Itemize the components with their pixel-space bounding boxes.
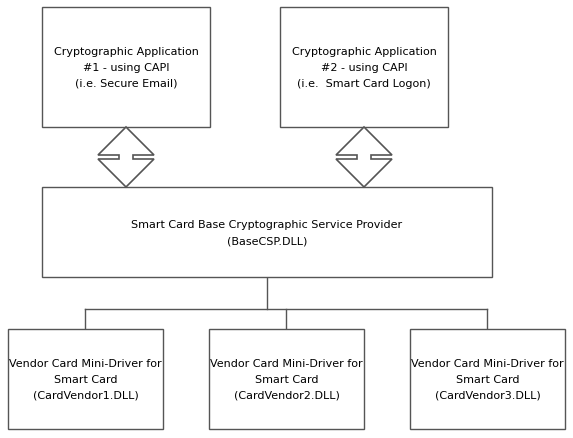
Polygon shape [98,128,154,187]
Bar [42,8,210,128]
Text: (i.e.  Smart Card Logon): (i.e. Smart Card Logon) [297,79,431,89]
Bar [8,329,163,429]
Text: Vendor Card Mini-Driver for: Vendor Card Mini-Driver for [411,358,564,368]
Text: Cryptographic Application: Cryptographic Application [292,47,437,57]
Text: (BaseCSP.DLL): (BaseCSP.DLL) [227,236,307,245]
Polygon shape [336,128,392,187]
Text: #1 - using CAPI: #1 - using CAPI [83,63,169,73]
Text: (CardVendor3.DLL): (CardVendor3.DLL) [435,390,540,400]
Text: Smart Card: Smart Card [456,374,519,384]
Text: Vendor Card Mini-Driver for: Vendor Card Mini-Driver for [210,358,363,368]
Bar [280,8,448,128]
Text: (CardVendor1.DLL): (CardVendor1.DLL) [33,390,138,400]
Text: (CardVendor2.DLL): (CardVendor2.DLL) [234,390,339,400]
Text: Smart Card Base Cryptographic Service Provider: Smart Card Base Cryptographic Service Pr… [131,219,403,230]
Bar [410,329,565,429]
Text: (i.e. Secure Email): (i.e. Secure Email) [74,79,177,89]
Text: Vendor Card Mini-Driver for: Vendor Card Mini-Driver for [9,358,162,368]
Text: Cryptographic Application: Cryptographic Application [53,47,198,57]
Bar [42,187,492,277]
Text: #2 - using CAPI: #2 - using CAPI [321,63,407,73]
Bar [209,329,364,429]
Text: Smart Card: Smart Card [255,374,318,384]
Text: Smart Card: Smart Card [54,374,117,384]
